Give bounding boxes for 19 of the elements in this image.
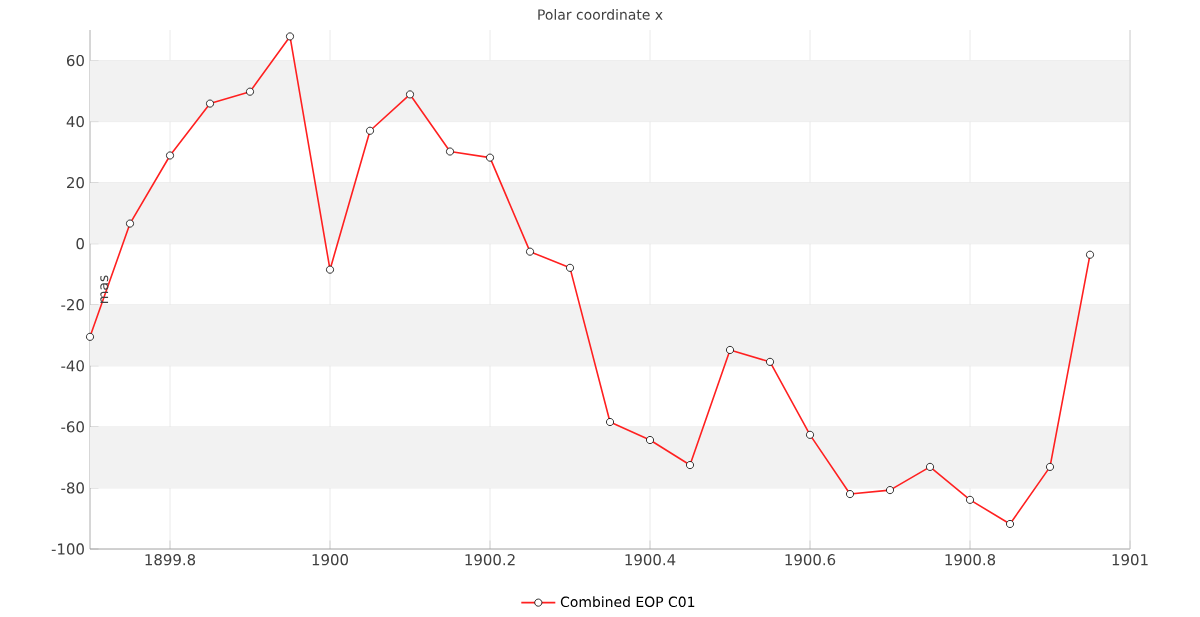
y-tick-label: -20 (61, 299, 84, 311)
x-tick-label: 1900.6 (785, 554, 836, 566)
y-tick-label: -60 (61, 421, 84, 433)
legend-label: Combined EOP C01 (560, 596, 695, 608)
x-tick-label: 1900.4 (625, 554, 676, 566)
y-tick-label: 40 (66, 115, 84, 128)
y-tick-label: 60 (66, 54, 84, 67)
y-tick-label: -40 (61, 360, 84, 372)
x-tick-label: 1901 (1112, 554, 1148, 566)
chart-title: Polar coordinate x (538, 9, 663, 20)
x-tick-label: 1900.8 (945, 554, 996, 566)
x-tick-label: 1899.8 (145, 554, 196, 566)
y-axis-title: mas (100, 275, 109, 303)
y-tick-label: 20 (67, 177, 84, 189)
y-tick-label: 0 (76, 238, 84, 250)
x-tick-label: 1900.2 (465, 554, 515, 566)
x-tick-label: 1900 (312, 554, 349, 566)
y-tick-label: -80 (61, 482, 84, 494)
y-tick-label: -100 (51, 543, 84, 555)
